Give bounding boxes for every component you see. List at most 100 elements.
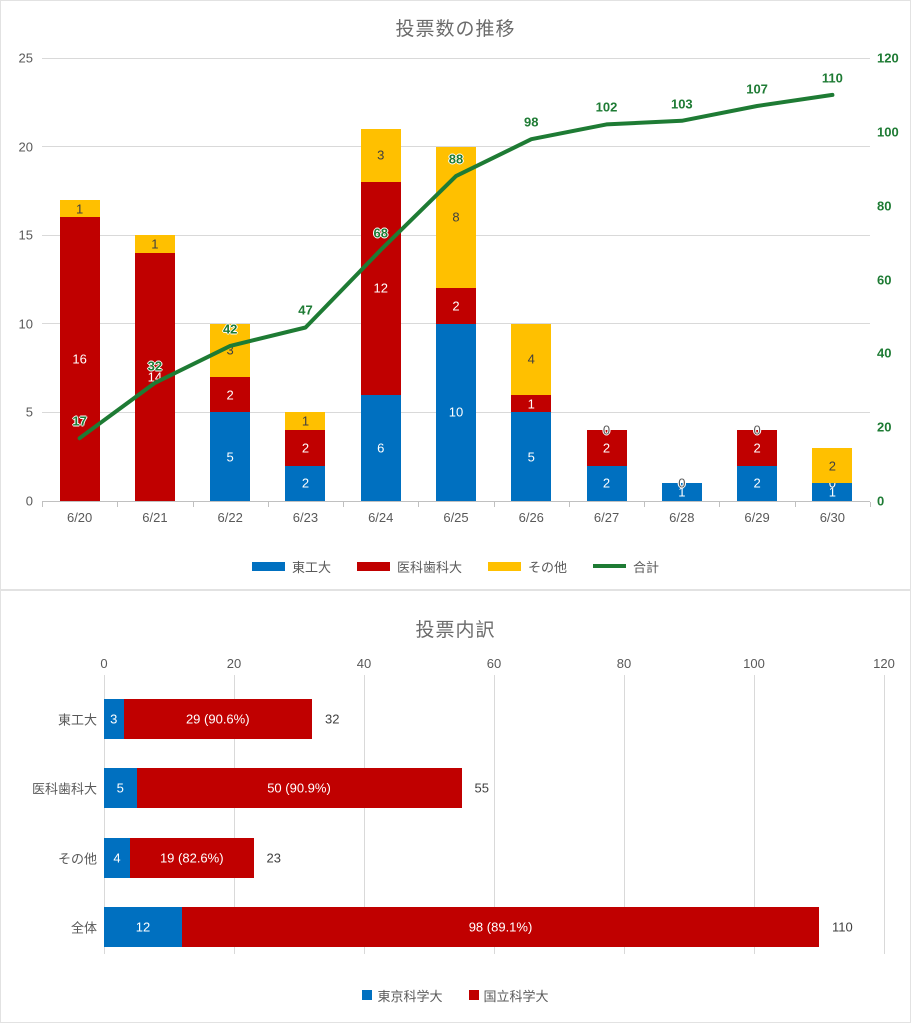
legend-item: 東京科学大 — [362, 986, 443, 1005]
x-axis-label: 6/21 — [142, 510, 168, 525]
x-axis-label: 6/24 — [368, 510, 394, 525]
bar-segment-tokodai — [812, 483, 853, 501]
x-axis-label: 6/28 — [669, 510, 695, 525]
legend-label: 国立科学大 — [483, 988, 549, 1004]
top-axis-tick-label: 40 — [356, 656, 372, 671]
gridline — [883, 675, 885, 954]
bar-segment-kokuritsu — [130, 837, 254, 878]
bar-value-label: 2 — [301, 475, 310, 491]
bar-value-label: 1 — [678, 484, 686, 500]
bar-value-label: 4 — [527, 351, 535, 367]
gridline — [42, 57, 870, 59]
line-total-label: 88 — [448, 151, 464, 167]
gridline — [753, 675, 755, 954]
x-axis-tick — [267, 502, 269, 507]
bar-value-label: 2 — [753, 440, 761, 456]
bar-value-label: 2 — [301, 440, 310, 456]
line-total-label: 68 — [373, 225, 388, 241]
x-axis-tick — [794, 502, 796, 507]
legend-breakdown: 東京科学大 国立科学大 — [1, 985, 910, 1005]
line-total-label: 107 — [746, 81, 768, 97]
bar-value-label: 1 — [151, 236, 159, 252]
bar-value-label: 10 — [448, 404, 464, 420]
legend-swatch — [488, 561, 521, 571]
x-axis-label: 6/26 — [518, 510, 544, 525]
chart-title-trend: 投票数の推移 — [395, 19, 516, 40]
right-axis-tick-label: 80 — [877, 198, 892, 214]
bar-value-label: 3 — [110, 711, 118, 727]
bar-value-label: 2 — [828, 458, 836, 474]
bar-segment-tokodai — [586, 465, 627, 501]
bar-segment-kokuritsu — [123, 699, 312, 739]
legend-label: その他 — [528, 559, 568, 575]
left-axis-tick-label: 0 — [25, 493, 33, 509]
chart-votes-breakdown: 投票内訳 0 20 40 60 80 100 120 東工大 3 29 (90.6%) 32 医科歯科… — [0, 590, 911, 1023]
x-axis-tick — [343, 502, 345, 507]
right-axis-tick-label: 120 — [877, 50, 899, 66]
x-axis-tick — [117, 502, 119, 507]
line-total-label: 98 — [524, 114, 539, 130]
total-label: 110 — [832, 919, 853, 935]
category-label: その他 — [57, 851, 97, 867]
x-axis-tick — [644, 502, 646, 507]
bar-segment-kagakudai — [104, 699, 124, 739]
bar-zero-label: 0 — [828, 475, 836, 491]
x-axis-tick — [42, 502, 43, 507]
bar-value-label: 12 — [135, 919, 151, 935]
top-axis-tick-label: 80 — [616, 656, 632, 671]
x-axis-label: 6/20 — [66, 510, 93, 525]
legend-swatch — [356, 561, 390, 571]
line-total-label: 102 — [595, 99, 618, 115]
right-axis-tick-label: 40 — [877, 345, 892, 361]
legend-item: 合計 — [593, 557, 659, 576]
legend-line-swatch — [593, 564, 627, 568]
bar-value-label: 5 — [116, 780, 124, 796]
gridline — [103, 675, 105, 954]
legend-label: 東京科学大 — [377, 988, 443, 1004]
legend-swatch — [251, 561, 285, 571]
right-axis-tick-label: 20 — [877, 419, 892, 435]
left-axis-tick-label: 10 — [18, 316, 33, 332]
left-axis-tick-label: 25 — [18, 50, 33, 66]
bar-value-label: 2 — [602, 475, 611, 491]
total-label: 23 — [266, 850, 281, 866]
legend-swatch — [362, 990, 373, 1000]
gridline — [493, 675, 495, 954]
left-axis-tick-label: 15 — [18, 227, 33, 243]
bar-value-label: 3 — [377, 147, 385, 163]
x-axis-label: 6/27 — [593, 510, 620, 525]
bar-value-label: 1 — [76, 201, 84, 217]
x-axis-label: 6/30 — [819, 510, 846, 525]
bar-value-label: 19 (82.6%) — [159, 850, 224, 866]
line-total-label: 42 — [222, 321, 238, 337]
bar-segment-kokuritsu — [136, 768, 462, 809]
bar-value-label: 1 — [301, 413, 310, 429]
line-total-label: 17 — [72, 413, 87, 429]
bar-zero-label: 0 — [678, 475, 686, 491]
left-axis-tick-label: 5 — [25, 404, 33, 420]
x-axis-label: 6/25 — [443, 510, 469, 525]
legend-label: 東工大 — [291, 559, 331, 575]
gridline — [363, 675, 365, 954]
line-total-label: 110 — [821, 70, 843, 86]
x-axis-tick — [418, 502, 420, 507]
legend-trend: 東工大 医科歯科大 その他 合計 — [1, 555, 910, 577]
bar-zero-label: 0 — [602, 422, 611, 438]
bar-segment-tokodai — [285, 465, 326, 501]
right-axis-tick-label: 60 — [877, 272, 892, 287]
top-axis-tick-label: 20 — [226, 656, 242, 671]
legend-item: 東工大 — [251, 557, 331, 576]
x-axis-label: 6/23 — [292, 510, 319, 525]
legend-label: 合計 — [633, 559, 660, 575]
total-label: 55 — [474, 780, 489, 796]
bar-value-label: 2 — [226, 387, 234, 403]
category-label: 東工大 — [57, 712, 97, 728]
line-total-label: 103 — [670, 96, 693, 112]
total-label: 32 — [325, 711, 340, 727]
gridline — [623, 675, 625, 954]
bar-segment-tokodai — [737, 465, 778, 501]
bar-value-label: 3 — [226, 342, 234, 358]
top-axis-tick-label: 0 — [100, 656, 108, 671]
x-axis-label: 6/29 — [744, 510, 770, 525]
